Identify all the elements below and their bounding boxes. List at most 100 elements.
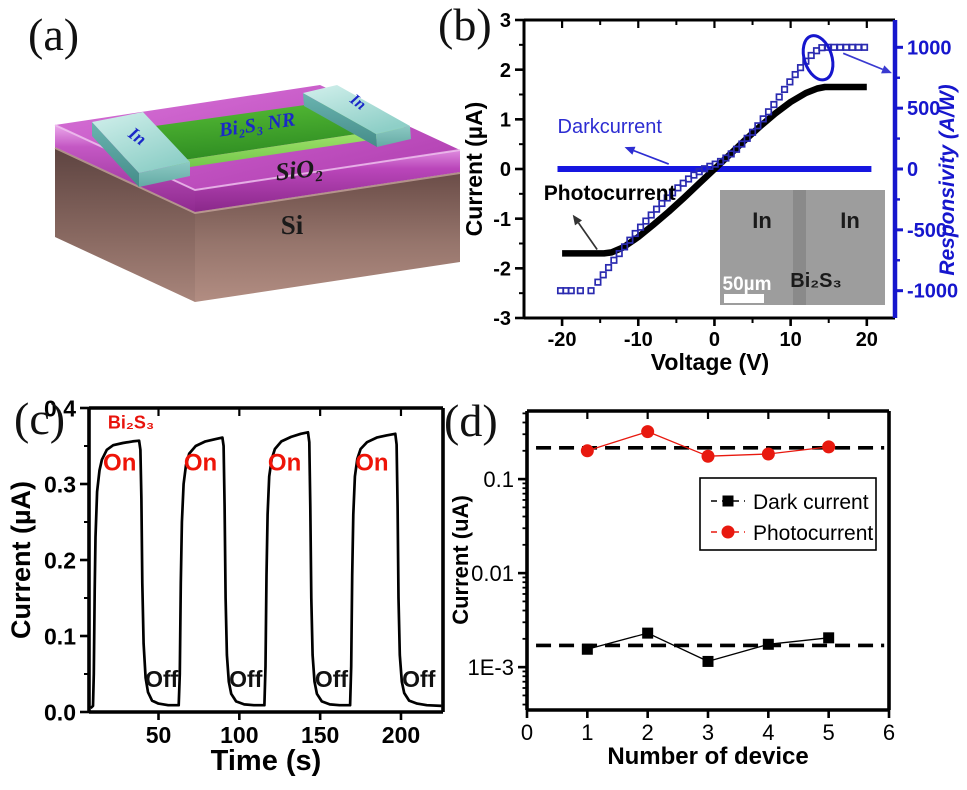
data-point-square-open — [604, 263, 613, 272]
y-tick-label: 0.0 — [44, 699, 76, 725]
data-point-square-open — [818, 44, 826, 52]
data-point-square-open — [775, 93, 783, 101]
x-tick-label: 6 — [883, 720, 895, 745]
y-tick-label: 0.1 — [483, 467, 514, 492]
x-tick-label: 5 — [823, 720, 835, 745]
data-point-square-open — [620, 243, 629, 251]
data-point-square-open — [722, 154, 730, 162]
chart-d: Dark current Photocurrent 0 1 2 3 4 5 6 0.1 0.01 1E… — [448, 409, 895, 770]
data-point-circle — [761, 447, 775, 461]
y-axis-title: Current (µA) — [6, 481, 36, 639]
nanoribbon-front-face — [170, 127, 404, 170]
y-tick-label: 0.1 — [44, 623, 76, 649]
x-tick-label: 10 — [780, 329, 802, 351]
inset-scale-bar — [724, 294, 764, 303]
x-tick-label: -20 — [548, 329, 577, 351]
oxide-sio2-face-right — [195, 150, 460, 212]
data-point-square-open — [674, 184, 682, 192]
annotation-arrow-line — [577, 222, 598, 250]
series-line — [562, 83, 867, 257]
x-tick-label: 0 — [709, 329, 720, 351]
data-point-square-open — [684, 175, 693, 183]
electrode-right-top — [303, 85, 410, 134]
data-point-square-open — [636, 223, 645, 231]
sem-inset: In In Bi₂S₃ 50µm — [720, 190, 885, 305]
data-point-square-open — [770, 100, 778, 109]
y-tick-label: -1 — [493, 209, 511, 231]
electrode-left-front-face — [139, 162, 190, 187]
data-point-square-open — [658, 199, 666, 208]
data-point-square-open — [786, 78, 794, 86]
x-tick-label: 20 — [856, 329, 878, 351]
data-point-square-open — [759, 115, 767, 123]
data-point-square-open — [567, 287, 575, 295]
label-oxide: SiO₂ — [274, 155, 324, 187]
data-point-square-open — [738, 140, 746, 148]
data-point-square — [581, 643, 593, 655]
x-axis-title: Number of device — [607, 743, 808, 770]
data-point-square — [642, 627, 654, 639]
electrode-left-top — [92, 112, 190, 173]
y2-axis-title: Responsivity (A/W) — [936, 84, 959, 275]
data-point-square-open — [807, 51, 815, 60]
data-point-square — [762, 638, 774, 650]
y-tick-label: -2 — [493, 259, 511, 281]
electrode-right-side-face — [303, 93, 377, 147]
annotation-arrow-head — [572, 214, 583, 226]
data-point-square-open — [594, 278, 602, 286]
y-tick-label: 3 — [500, 10, 511, 32]
y-tick-label: 0.01 — [471, 561, 514, 586]
annotation-text: Off — [402, 666, 436, 692]
data-point-circle — [721, 525, 735, 539]
x-tick-label: 150 — [301, 722, 339, 748]
annotation-text: On — [103, 449, 136, 476]
axes: 0 1 2 3 4 5 6 0.1 0.01 1E-3 Number of device Curren… — [448, 409, 895, 770]
annotation-text: Photocurrent — [544, 182, 676, 205]
label-substrate: Si — [281, 210, 304, 240]
panel-tag-b: (b) — [438, 0, 492, 50]
y-tick-label: 0 — [500, 159, 511, 181]
substrate-si-top-edge-highlight — [54, 147, 461, 215]
electrode-left-side-face — [92, 122, 139, 187]
data-point-square-open — [764, 108, 773, 116]
annotation-text: Off — [315, 666, 349, 692]
panel-a-schematic: In In Bi₂S₃ NR SiO₂ Si — [54, 85, 461, 302]
electrode-right-front-face — [376, 126, 411, 147]
data-point-square-open — [848, 43, 856, 51]
annotation-text: On — [355, 449, 388, 476]
series-responsivity — [556, 43, 869, 295]
data-point-square-open — [836, 43, 844, 51]
chart-c: Bi₂S₃ On On On On Off Off Off Off 50 100 150 200 0.0 0… — [6, 395, 445, 777]
annotation-text: Darkcurrent — [558, 116, 663, 138]
data-point-square-open — [791, 70, 799, 79]
y-tick-label: 0.3 — [44, 471, 76, 497]
series-photocurrent — [562, 83, 867, 257]
data-point-square-open — [842, 43, 850, 51]
substrate-si-face-right — [195, 172, 460, 302]
y-tick-label: 0.2 — [44, 547, 76, 573]
inset-scale-text: 50µm — [723, 274, 772, 295]
y-tick-label: -3 — [493, 308, 511, 330]
x-tick-label: -10 — [624, 329, 653, 351]
inset-label-electrode-right: In — [840, 208, 860, 233]
series-bi-s-photoresponse — [89, 430, 442, 710]
legend-box — [699, 477, 877, 551]
data-point-square-open — [796, 64, 805, 72]
data-point-circle — [641, 425, 655, 439]
panel-c-chart: Bi₂S₃ On On On On Off Off Off Off 50 100 150 200 0.0 0… — [6, 395, 445, 777]
legend: Dark current Photocurrent — [699, 477, 877, 551]
data-point-square-open — [599, 271, 607, 279]
series-photocurrent — [580, 425, 836, 463]
y-tick-label: 2 — [500, 60, 511, 82]
sem-nanoribbon-stripe — [793, 190, 806, 305]
annotation-ellipse — [801, 34, 835, 82]
data-point-square-open — [663, 194, 671, 202]
substrate-si-face-left — [55, 147, 195, 302]
data-point-square-open — [854, 43, 863, 51]
x-axis-title: Voltage (V) — [651, 349, 769, 375]
data-point-square-open — [754, 122, 762, 130]
x-tick-label: 50 — [146, 722, 172, 748]
y-tick-label: 1E-3 — [468, 655, 514, 680]
